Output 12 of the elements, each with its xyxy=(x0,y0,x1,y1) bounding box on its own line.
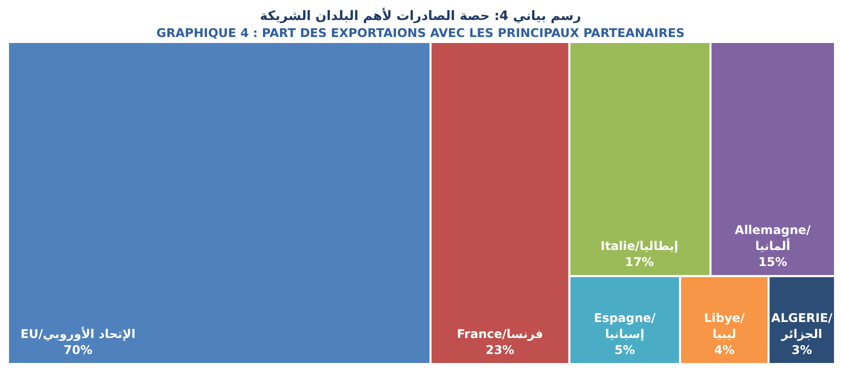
data-label: 5% xyxy=(614,343,635,357)
data-label: 23% xyxy=(486,343,514,357)
text: GRAPHIQUE 4 : PART DES EXPORTAIONS AVEC LES PRINCIPAUX PARTEANAIRES xyxy=(155,25,686,42)
data-label: 3% xyxy=(792,343,812,357)
data-label: 17% xyxy=(625,255,654,270)
category-label: EU/الإتحاد الأوروبي xyxy=(20,326,136,341)
data-label: 4% xyxy=(714,343,735,357)
data-label: 70% xyxy=(64,343,92,357)
category-label: Italie/إيطاليا xyxy=(600,239,678,254)
data-label: 15% xyxy=(758,255,788,270)
text: رسم بياني 4: حصة الصادرات لأهم البلدان الشريكة xyxy=(258,8,582,25)
category-label: France/فرنسا xyxy=(456,327,544,341)
